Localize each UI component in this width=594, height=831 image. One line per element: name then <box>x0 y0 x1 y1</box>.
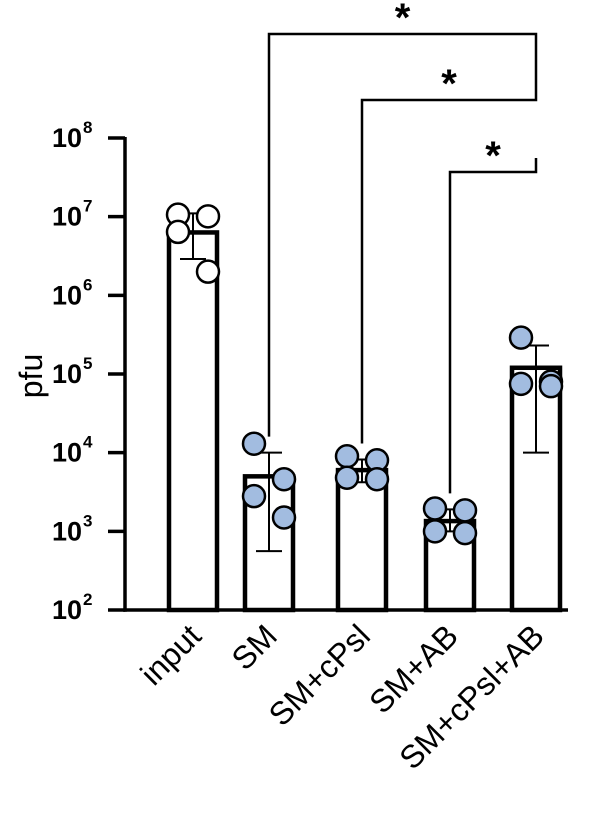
data-point-SM+AB-3 <box>452 520 478 546</box>
data-point-input-2 <box>165 219 191 245</box>
significance-star-0: * <box>485 134 501 178</box>
y-axis-label: pfu <box>13 354 49 398</box>
data-point-SM+cPsl-0 <box>334 444 360 469</box>
data-point-SM-1 <box>271 466 297 492</box>
bar-input <box>166 230 220 613</box>
data-point-SM-0 <box>241 431 267 456</box>
x-tick-label-input: input <box>133 617 208 692</box>
significance-bracket-0 <box>448 158 538 494</box>
data-point-input-3 <box>195 259 221 284</box>
y-tick-label-5: 107 <box>52 197 93 232</box>
data-point-SM+AB-1 <box>452 498 478 523</box>
data-point-SM+AB-0 <box>422 496 448 521</box>
x-tick-label-SM+cPsl: SM+cPsl <box>262 617 377 732</box>
y-tick-label-2: 104 <box>52 433 93 468</box>
data-point-SM+cPsl-3 <box>364 466 390 492</box>
data-point-SM-2 <box>241 483 267 509</box>
data-point-input-1 <box>195 204 221 229</box>
bar-SM+cPsl <box>335 467 389 613</box>
data-point-SM+AB-2 <box>422 519 448 544</box>
data-point-SM-3 <box>271 505 297 530</box>
y-tick-label-4: 106 <box>52 275 93 310</box>
significance-star-1: * <box>441 62 457 106</box>
significance-bracket-2 <box>267 32 538 437</box>
data-point-SM+cPsl-2 <box>334 465 360 490</box>
data-point-SM+cPsl+AB-2 <box>508 371 534 397</box>
significance-star-2: * <box>395 0 411 40</box>
y-tick-label-0: 102 <box>52 590 93 625</box>
data-point-SM+cPsl+AB-0 <box>508 325 534 350</box>
significance-bracket-1 <box>360 86 538 444</box>
x-tick-label-SM: SM <box>225 617 284 676</box>
y-tick-label-6: 108 <box>52 118 93 153</box>
y-tick-label-1: 103 <box>52 511 93 546</box>
y-tick-label-3: 105 <box>52 354 93 389</box>
data-point-SM+cPsl+AB-3 <box>538 373 564 399</box>
